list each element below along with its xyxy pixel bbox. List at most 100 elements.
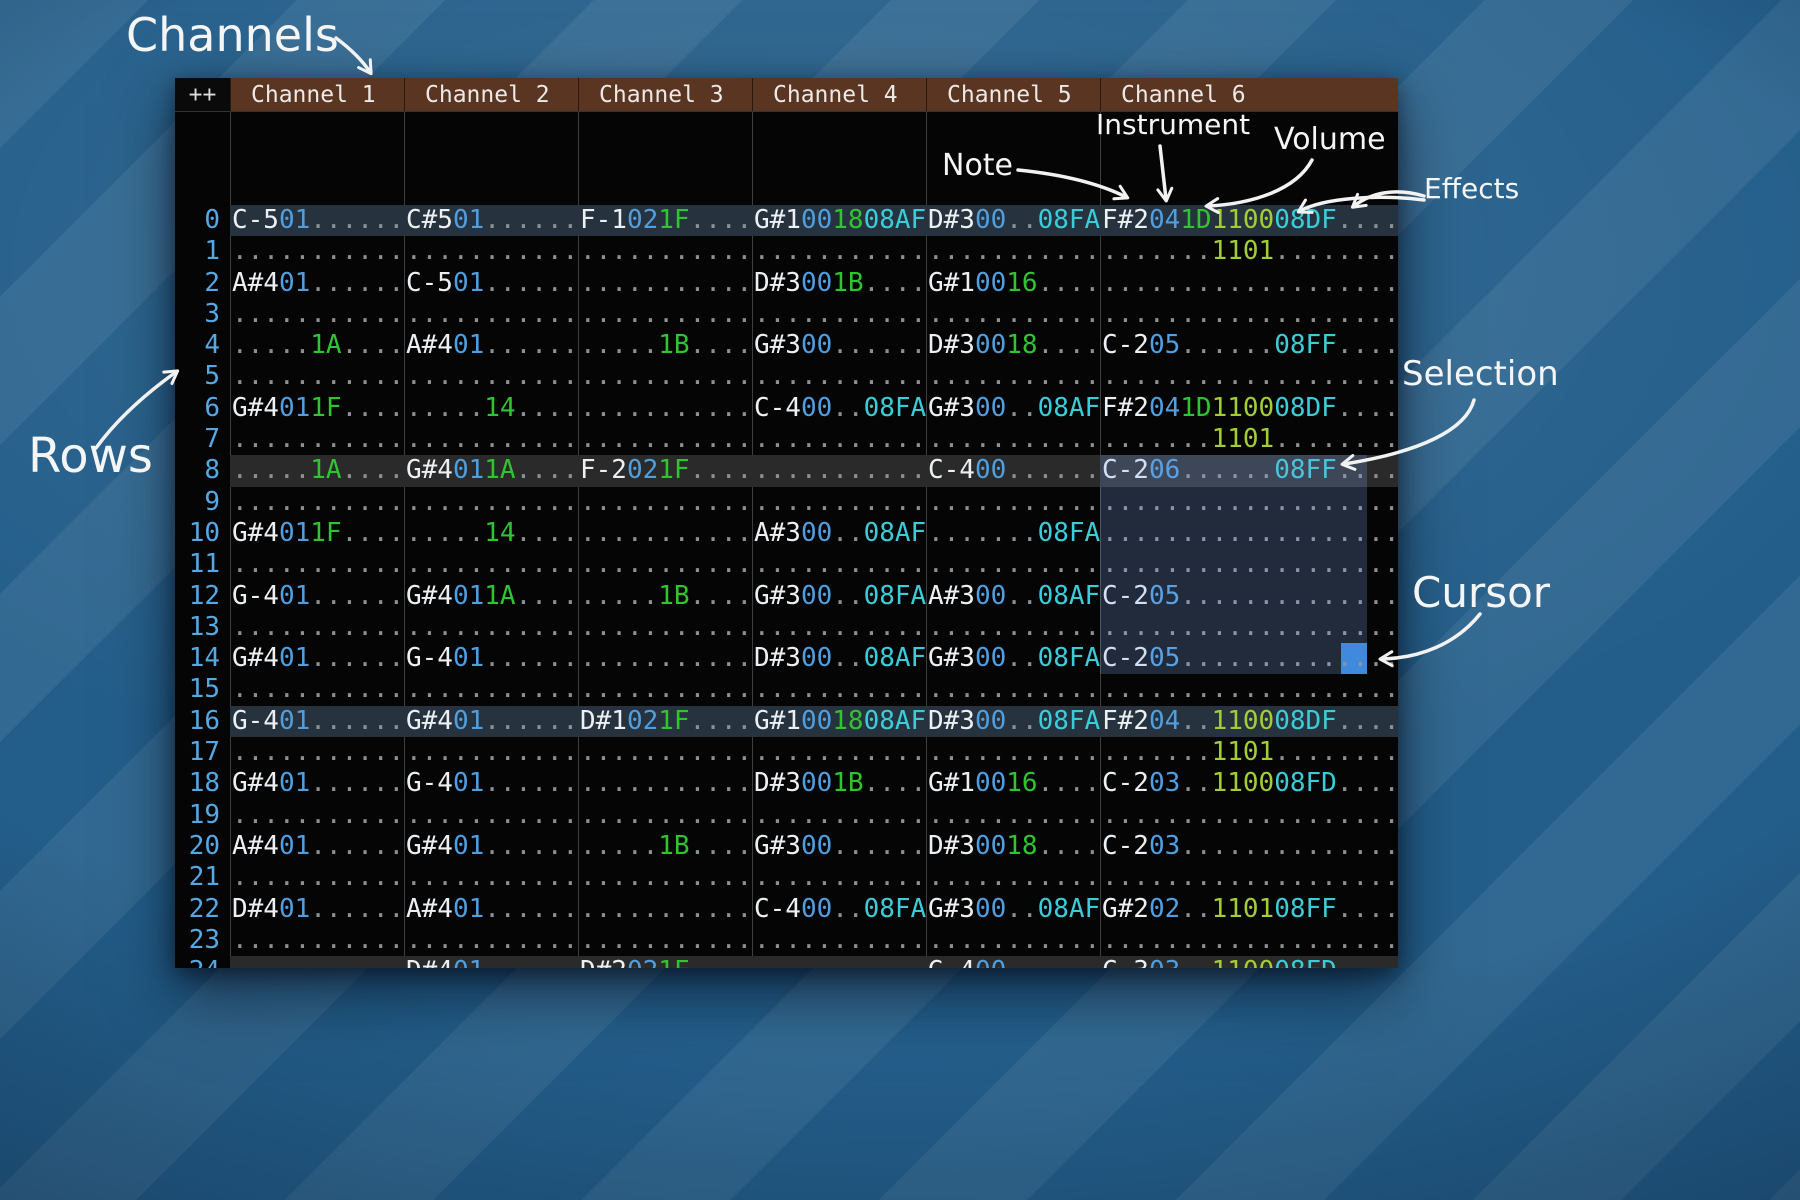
pattern-cell-ch4[interactable]: G#300...... (752, 330, 926, 361)
pattern-cell-ch3[interactable]: ........... (578, 768, 752, 799)
pattern-cell-ch1[interactable]: A#401...... (230, 831, 404, 862)
pattern-cell-ch3[interactable]: ........... (578, 925, 752, 956)
pattern-cell-ch5[interactable]: ........... (926, 925, 1100, 956)
pattern-cell-ch4[interactable]: G#300...... (752, 831, 926, 862)
pattern-cell-ch3[interactable]: .....1B.... (578, 330, 752, 361)
pattern-cell-ch6[interactable]: ................... (1100, 925, 1398, 956)
pattern-cell-ch3[interactable]: ........... (578, 549, 752, 580)
pattern-cell-ch1[interactable]: G-401...... (230, 706, 404, 737)
pattern-cell-ch3[interactable]: ........... (578, 800, 752, 831)
pattern-cell-ch2[interactable]: ........... (404, 361, 578, 392)
pattern-cell-ch2[interactable]: G-401...... (404, 768, 578, 799)
pattern-cell-ch5[interactable]: G#300..08FA (926, 643, 1100, 674)
pattern-cell-ch1[interactable]: G-401...... (230, 581, 404, 612)
pattern-cell-ch5[interactable]: ........... (926, 424, 1100, 455)
pattern-cell-ch4[interactable]: G#300..08FA (752, 581, 926, 612)
pattern-cell-ch5[interactable]: C-400...... (926, 455, 1100, 486)
pattern-cell-ch3[interactable]: .....1B.... (578, 831, 752, 862)
pattern-cell-ch6[interactable]: ................... (1100, 268, 1398, 299)
pattern-cell-ch4[interactable]: ........... (752, 612, 926, 643)
pattern-cell-ch4[interactable]: ........... (752, 487, 926, 518)
channel-header-1[interactable]: Channel 1 (230, 78, 404, 111)
pattern-cell-ch3[interactable]: ........... (578, 361, 752, 392)
pattern-cell-ch6[interactable]: .......1101........ (1100, 737, 1398, 768)
pattern-cell-ch3[interactable]: D#2021F.... (578, 956, 752, 968)
pattern-cell-ch1[interactable]: ........... (230, 862, 404, 893)
pattern-cell-ch5[interactable]: D#300..08FA (926, 706, 1100, 737)
pattern-cell-ch1[interactable]: C-501...... (230, 205, 404, 236)
pattern-cell-ch2[interactable]: G#4011A.... (404, 455, 578, 486)
pattern-cell-ch1[interactable]: ........... (230, 674, 404, 705)
pattern-cell-ch2[interactable]: A#401...... (404, 894, 578, 925)
pattern-cell-ch2[interactable]: ........... (404, 424, 578, 455)
pattern-cell-ch2[interactable]: C-501...... (404, 268, 578, 299)
pattern-cell-ch3[interactable]: ........... (578, 674, 752, 705)
pattern-cell-ch2[interactable]: ........... (404, 487, 578, 518)
pattern-cell-ch4[interactable]: ........... (752, 236, 926, 267)
pattern-cell-ch2[interactable]: G-401...... (404, 643, 578, 674)
pattern-cell-ch6[interactable]: F#2041D110008DF.... (1100, 205, 1398, 236)
pattern-cell-ch1[interactable]: ........... (230, 487, 404, 518)
pattern-cell-ch2[interactable]: ........... (404, 925, 578, 956)
pattern-cell-ch5[interactable]: G-400...... (926, 956, 1100, 968)
pattern-cell-ch2[interactable]: ........... (404, 862, 578, 893)
pattern-cell-ch5[interactable]: ........... (926, 612, 1100, 643)
pattern-cell-ch3[interactable]: ........... (578, 862, 752, 893)
pattern-cell-ch2[interactable]: G#401...... (404, 831, 578, 862)
pattern-cell-ch4[interactable]: D#3001B.... (752, 268, 926, 299)
pattern-cell-ch5[interactable]: .......08FA (926, 518, 1100, 549)
pattern-cell-ch2[interactable]: ........... (404, 236, 578, 267)
pattern-cell-ch2[interactable]: ........... (404, 549, 578, 580)
pattern-cell-ch6[interactable]: C-203..110008FD.... (1100, 768, 1398, 799)
channel-header-3[interactable]: Channel 3 (578, 78, 752, 111)
pattern-cell-ch6[interactable]: ................... (1100, 862, 1398, 893)
pattern-cell-ch5[interactable]: ........... (926, 487, 1100, 518)
pattern-cell-ch6[interactable]: F#2041D110008DF.... (1100, 393, 1398, 424)
pattern-cell-ch4[interactable]: ........... (752, 361, 926, 392)
pattern-cell-ch1[interactable]: G#401...... (230, 768, 404, 799)
pattern-cell-ch2[interactable]: ........... (404, 737, 578, 768)
pattern-cell-ch6[interactable]: C-303..110008FD.... (1100, 956, 1398, 968)
pattern-cell-ch3[interactable]: ........... (578, 737, 752, 768)
pattern-cell-ch6[interactable]: ................... (1100, 800, 1398, 831)
pattern-cell-ch1[interactable]: ........... (230, 361, 404, 392)
pattern-cell-ch4[interactable]: ........... (752, 737, 926, 768)
pattern-cell-ch5[interactable]: ........... (926, 549, 1100, 580)
pattern-cell-ch2[interactable]: G#401...... (404, 706, 578, 737)
pattern-cell-ch4[interactable]: C-400..08FA (752, 894, 926, 925)
pattern-cell-ch1[interactable]: .....1A.... (230, 330, 404, 361)
pattern-cell-ch4[interactable]: A#300..08AF (752, 518, 926, 549)
pattern-cell-ch5[interactable]: ........... (926, 674, 1100, 705)
channel-header-2[interactable]: Channel 2 (404, 78, 578, 111)
pattern-cell-ch1[interactable]: ........... (230, 612, 404, 643)
pattern-cell-ch5[interactable]: G#10016.... (926, 768, 1100, 799)
pattern-cell-ch1[interactable]: ........... (230, 549, 404, 580)
pattern-cell-ch4[interactable]: C-400..08FA (752, 393, 926, 424)
pattern-cell-ch1[interactable]: G#401...... (230, 643, 404, 674)
pattern-cell-ch1[interactable]: ........... (230, 800, 404, 831)
pattern-cell-ch1[interactable]: A#401...... (230, 268, 404, 299)
pattern-cell-ch6[interactable]: ................... (1100, 674, 1398, 705)
pattern-cell-ch1[interactable]: ........... (230, 236, 404, 267)
pattern-cell-ch4[interactable]: ........... (752, 455, 926, 486)
pattern-cell-ch4[interactable]: ........... (752, 549, 926, 580)
pattern-cell-ch1[interactable]: ........... (230, 737, 404, 768)
pattern-cell-ch4[interactable]: ........... (752, 925, 926, 956)
pattern-cell-ch3[interactable]: ........... (578, 487, 752, 518)
pattern-cell-ch2[interactable]: .....14.... (404, 518, 578, 549)
pattern-cell-ch2[interactable]: ........... (404, 800, 578, 831)
pattern-cell-ch5[interactable]: D#30018.... (926, 330, 1100, 361)
pattern-cell-ch6[interactable]: C-205......08FF.... (1100, 330, 1398, 361)
pattern-cell-ch2[interactable]: ........... (404, 674, 578, 705)
pattern-cell-ch3[interactable]: ........... (578, 518, 752, 549)
pattern-cell-ch4[interactable]: ........... (752, 862, 926, 893)
pattern-cell-ch3[interactable]: F-1021F.... (578, 205, 752, 236)
pattern-cell-ch2[interactable]: D#401...... (404, 956, 578, 968)
pattern-cell-ch3[interactable]: .....1B.... (578, 581, 752, 612)
pattern-cell-ch3[interactable]: ........... (578, 268, 752, 299)
pattern-cell-ch3[interactable]: ........... (578, 393, 752, 424)
channel-header-4[interactable]: Channel 4 (752, 78, 926, 111)
channel-header-6[interactable]: Channel 6 (1100, 78, 1398, 111)
pattern-cell-ch6[interactable]: C-203.............. (1100, 831, 1398, 862)
pattern-cell-ch4[interactable]: ........... (752, 424, 926, 455)
